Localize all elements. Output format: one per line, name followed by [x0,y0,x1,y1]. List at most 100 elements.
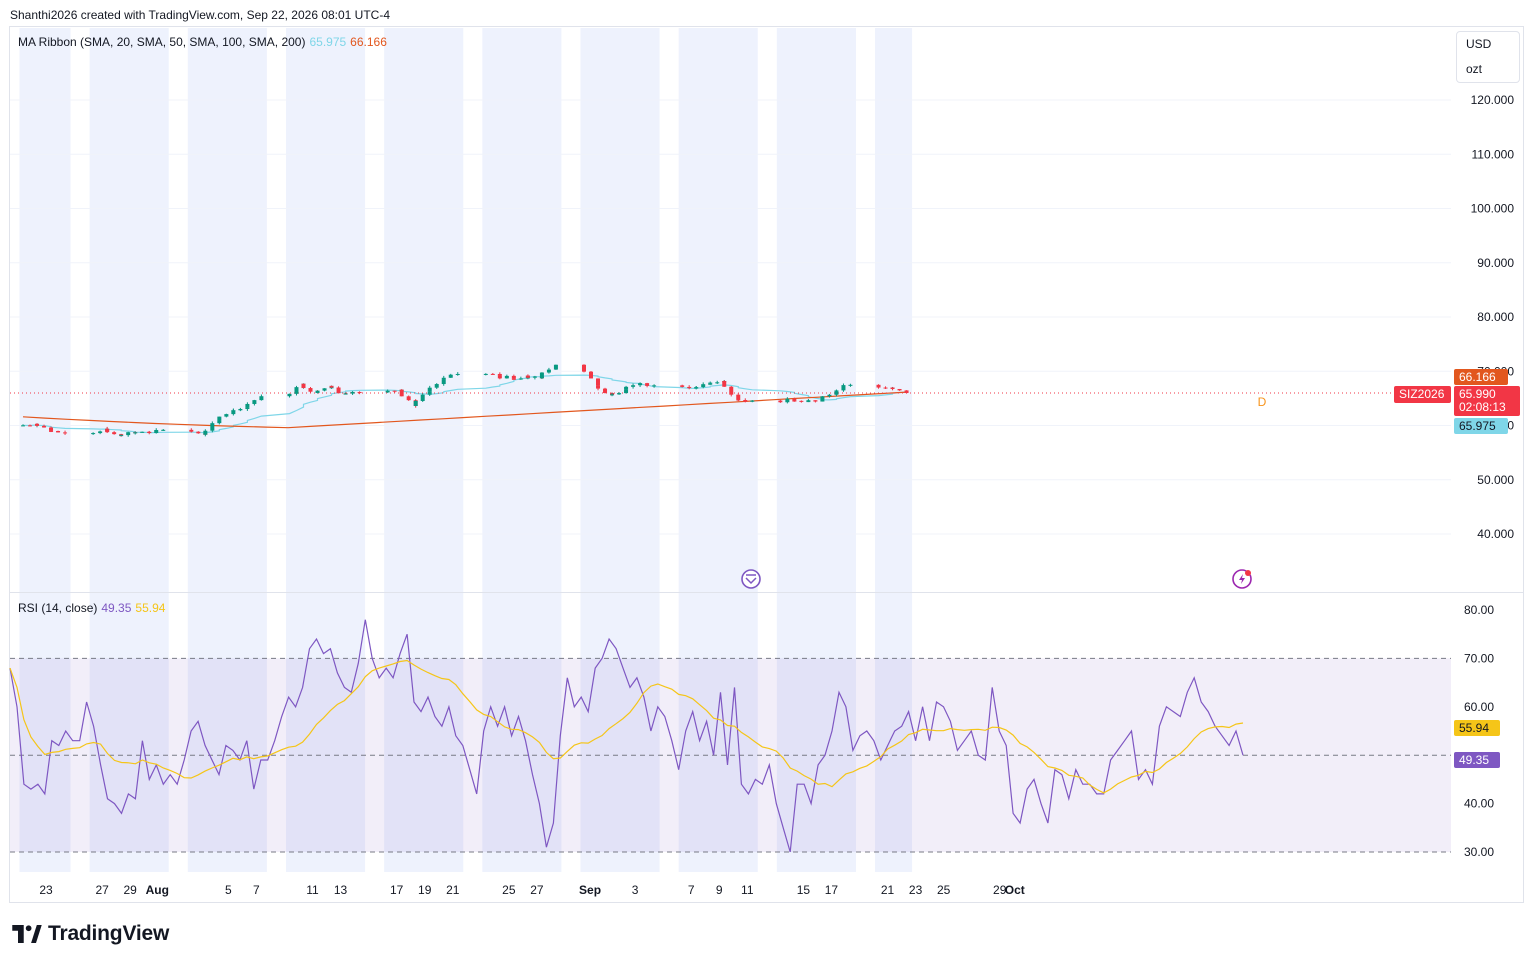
session-band [243,28,267,872]
candle-body [196,431,201,434]
time-axis-label: 21 [446,883,460,897]
time-axis-label: 23 [909,883,923,897]
candle-body [883,387,888,389]
ma-ribbon-legend[interactable]: MA Ribbon (SMA, 20, SMA, 50, SMA, 100, S… [18,35,387,49]
earnings-icon [1232,569,1252,589]
rsi-axis-label: 40.00 [1464,797,1494,811]
candle-body [301,383,306,389]
candle-body [308,388,313,392]
candle-body [652,385,657,387]
candle-body [638,383,643,386]
candle-body [532,376,537,378]
candle-body [392,390,397,392]
chart-frame [9,26,1524,903]
ma-high-tag-text: 66.166 [1459,370,1496,384]
time-axis-label: 27 [530,883,544,897]
candle-body [841,385,846,391]
candle-body [617,393,622,395]
session-band [538,28,562,872]
unit-label[interactable]: ozt [1466,62,1483,76]
candle-body [799,400,804,402]
candle-body [448,374,453,378]
candle-body [511,378,516,380]
session-band [636,28,660,872]
candle-body [806,400,811,402]
session-band [440,28,464,872]
candle-body [553,364,558,370]
session-band [47,28,71,872]
brand-name: TradingView [48,922,170,945]
time-axis-label: Oct [1005,883,1025,897]
candle-body [596,378,600,386]
rsi-legend[interactable]: RSI (14, close) 49.35 55.94 [18,601,165,615]
candle-body [105,428,110,433]
candle-body [708,383,713,385]
currency-label[interactable]: USD [1466,37,1492,51]
candle-body [420,394,425,401]
candle-body [112,432,117,435]
session-band [832,28,856,872]
candle-body [154,430,159,434]
candle-body [638,383,643,385]
candle-body [715,382,720,384]
event-markers [741,569,1252,589]
time-axis-label: 23 [39,883,53,897]
time-axis-label: 19 [418,883,432,897]
session-band [145,28,169,872]
rsi-axis-label: 70.00 [1464,651,1494,665]
candle-body [792,400,797,402]
rsi-axis-label: 80.00 [1464,603,1494,617]
price-axis-label: 40.000 [1477,527,1514,541]
candle-body [126,432,131,436]
ma-ribbon-value-1: 65.975 [309,35,347,49]
time-axis-label: 13 [334,883,348,897]
session-bands [19,28,913,872]
time-axis-label: 7 [688,883,695,897]
candle-body [427,387,432,392]
candle-body [259,396,264,401]
time-axis-label: Sep [579,883,601,897]
candle-body [42,425,47,428]
candle-body [231,410,236,415]
session-band [889,28,913,872]
tradingview-logo[interactable]: TradingView [12,922,169,946]
ma-ribbon-value-2: 66.166 [350,35,387,49]
candle-body [441,379,446,385]
candle-body [49,427,54,431]
time-axis-label: 25 [502,883,516,897]
session-band [734,28,758,872]
dividend-marker-label: D [1258,395,1267,409]
time-axis-label: 29 [123,883,137,897]
time-axis-label: Aug [146,883,169,897]
candle-body [455,373,460,375]
candle-body [91,433,96,435]
time-axis-label: 7 [253,883,260,897]
candle-body [329,385,334,388]
candle-body [820,396,825,400]
candle-body [336,387,341,394]
unit-selector[interactable]: USD ozt [1456,31,1520,83]
time-axis-label: 25 [937,883,951,897]
last-price-tag-text: 02:08:13 [1459,400,1506,414]
candle-body [35,423,40,426]
candle-body [140,431,145,433]
candle-body [49,430,54,432]
last-price-tag [1454,386,1520,416]
candle-body [217,420,222,424]
price-axis-label: 90.000 [1477,256,1514,270]
ma-high-tag [1454,369,1508,385]
candle-body [245,403,250,408]
candle-body [701,384,706,388]
time-axis-label: 3 [632,883,639,897]
candle-body [736,399,741,401]
rsi-value-tag-text: 49.35 [1459,753,1489,767]
rsi-line [9,619,1244,853]
candle-body [287,393,292,397]
candle-body [694,387,699,389]
candle-body [785,398,790,403]
rsi-value-tag [1454,752,1500,768]
candle-body [876,384,881,388]
candle-body [624,389,629,394]
rsi-zone [10,657,1451,853]
